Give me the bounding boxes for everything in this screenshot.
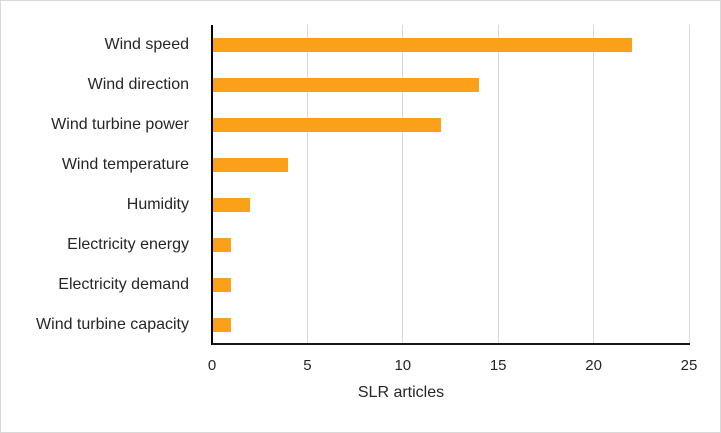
gridline	[593, 25, 595, 345]
x-tick-label: 25	[680, 357, 698, 374]
gridline	[497, 25, 499, 345]
x-axis-title: SLR articles	[357, 384, 445, 401]
gridline	[688, 25, 690, 345]
x-tick-label: 5	[303, 357, 312, 374]
category-label: Wind direction	[87, 76, 189, 93]
bar	[212, 158, 289, 172]
x-tick-label: 15	[489, 357, 507, 374]
gridline	[402, 25, 404, 345]
category-label: Wind speed	[104, 36, 190, 53]
y-axis-line	[211, 25, 213, 345]
bar	[212, 78, 480, 92]
x-axis-line	[212, 343, 690, 345]
category-label: Wind turbine power	[51, 116, 189, 133]
x-tick-label: 0	[207, 357, 217, 374]
category-label: Electricity energy	[67, 236, 189, 253]
category-axis: Wind speed Wind direction Wind turbine pow…	[1, 25, 200, 345]
bar	[212, 38, 632, 52]
bar	[212, 318, 232, 332]
category-label: Humidity	[126, 196, 189, 213]
category-label: Electricity demand	[58, 276, 189, 293]
x-tick-label: 20	[585, 357, 602, 374]
gridline	[306, 25, 308, 345]
category-label: Wind temperature	[61, 156, 189, 173]
plot-area	[212, 25, 690, 345]
x-tick-label: 10	[394, 357, 412, 374]
bar	[212, 198, 251, 212]
category-label: Wind turbine capacity	[36, 316, 189, 333]
bar	[212, 278, 232, 292]
bar	[212, 118, 441, 132]
bar	[212, 238, 232, 252]
